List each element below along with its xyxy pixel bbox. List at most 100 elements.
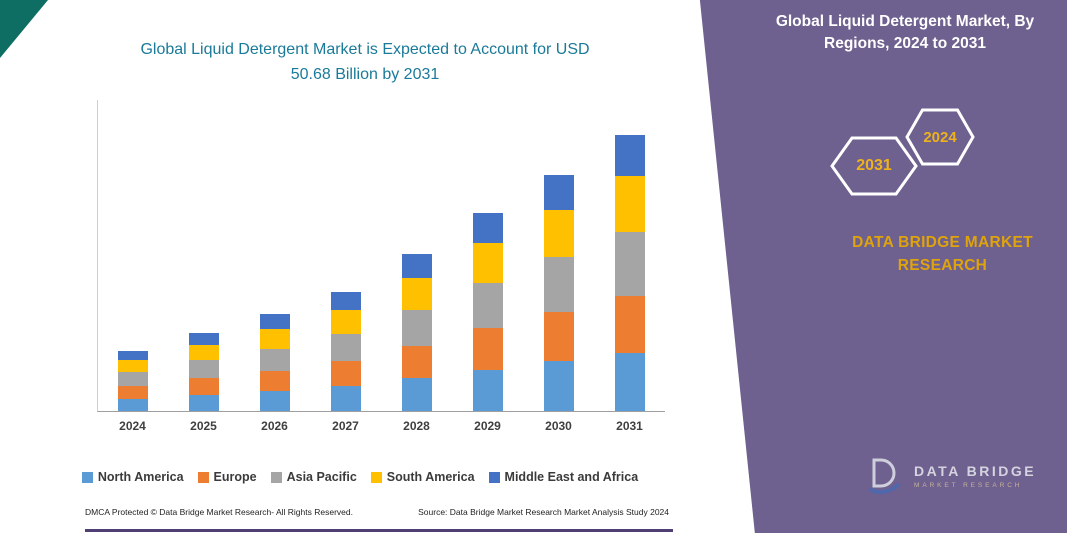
bar-segment-asia-pacific xyxy=(189,360,220,379)
legend-item-asia-pacific: Asia Pacific xyxy=(270,470,357,484)
plot-area xyxy=(97,100,665,412)
x-axis-label-2031: 2031 xyxy=(616,419,643,433)
stacked-bar xyxy=(260,314,291,411)
bar-column-2027 xyxy=(311,291,382,411)
bar-segment-europe xyxy=(614,295,645,354)
bar-column-2028 xyxy=(382,254,453,411)
bar-segment-asia-pacific xyxy=(401,309,432,346)
bar-segment-middle-east-and-africa xyxy=(472,212,503,243)
bar-segment-asia-pacific xyxy=(543,257,574,312)
bar-segment-europe xyxy=(543,311,574,362)
bar-segment-south-america xyxy=(118,360,149,373)
x-axis-label-2027: 2027 xyxy=(332,419,359,433)
bar-segment-north-america xyxy=(118,398,149,411)
legend-swatch xyxy=(81,471,93,483)
legend-label: Asia Pacific xyxy=(286,470,357,484)
bar-segment-europe xyxy=(331,360,362,386)
dbmr-logo-text: DATA BRIDGE MARKET RESEARCH xyxy=(914,463,1036,489)
chart-title-line1: Global Liquid Detergent Market is Expect… xyxy=(140,41,590,58)
bar-segment-north-america xyxy=(401,378,432,411)
bar-segment-middle-east-and-africa xyxy=(543,175,574,210)
dbmr-logo-subtitle: MARKET RESEARCH xyxy=(914,482,1023,489)
bar-segment-middle-east-and-africa xyxy=(118,351,149,361)
bar-segment-south-america xyxy=(543,209,574,258)
stacked-bar xyxy=(331,291,362,411)
chart-legend: North America Europe Asia Pacific South Ame… xyxy=(40,470,680,484)
hexagon-outline-icon xyxy=(830,136,918,196)
bar-segment-north-america xyxy=(543,361,574,411)
bar-segment-south-america xyxy=(260,328,291,349)
brand-line2: RESEARCH xyxy=(897,257,988,275)
legend-label: Europe xyxy=(213,470,257,484)
bar-segment-europe xyxy=(260,370,291,391)
x-axis-label-2029: 2029 xyxy=(474,419,501,433)
x-axis-label-2026: 2026 xyxy=(261,419,288,433)
stacked-bar xyxy=(543,175,574,411)
teal-corner-accent xyxy=(0,0,48,58)
bar-segment-middle-east-and-africa xyxy=(614,135,645,177)
legend-label: Middle East and Africa xyxy=(504,470,639,484)
stacked-bar xyxy=(614,135,645,411)
legend-swatch xyxy=(270,471,282,483)
hexagon-2031: 2031 xyxy=(830,136,918,196)
bar-column-2024 xyxy=(98,351,169,411)
bar-segment-south-america xyxy=(331,309,362,334)
bar-segment-asia-pacific xyxy=(331,333,362,361)
stacked-bar xyxy=(472,212,503,411)
bar-segment-middle-east-and-africa xyxy=(331,291,362,310)
panel-title: Global Liquid Detergent Market, By Regio… xyxy=(775,13,1035,52)
bar-column-2026 xyxy=(240,314,311,411)
bar-segment-asia-pacific xyxy=(118,372,149,386)
hexagon-year-2031: 2031 xyxy=(856,157,892,174)
bar-column-2025 xyxy=(169,333,240,411)
legend-swatch xyxy=(488,471,500,483)
legend-item-europe: Europe xyxy=(197,470,257,484)
right-panel: Global Liquid Detergent Market, By Regio… xyxy=(699,0,1067,533)
dbmr-logo-name: DATA BRIDGE xyxy=(914,463,1037,479)
bar-segment-europe xyxy=(189,378,220,395)
brand-line1: DATA BRIDGE MARKET xyxy=(852,234,1033,251)
legend-item-north-america: North America xyxy=(81,470,184,484)
legend-swatch xyxy=(197,471,209,483)
bottom-accent-line xyxy=(85,529,673,532)
bar-column-2031 xyxy=(594,135,665,411)
bar-segment-south-america xyxy=(189,344,220,361)
hexagon-2024: 2024 xyxy=(905,108,975,166)
stacked-bar xyxy=(401,254,432,411)
brand-text: DATA BRIDGE MARKET RESEARCH xyxy=(825,231,1060,278)
bar-segment-north-america xyxy=(472,369,503,411)
bar-segment-europe xyxy=(401,345,432,379)
chart-title-line2: 50.68 Billion by 2031 xyxy=(290,65,440,83)
bar-segment-north-america xyxy=(614,353,645,411)
bar-segment-europe xyxy=(118,386,149,399)
bar-column-2029 xyxy=(452,212,523,411)
hexagon-year-2024: 2024 xyxy=(923,128,957,146)
bar-column-2030 xyxy=(523,175,594,411)
legend-label: South America xyxy=(386,470,475,484)
bar-segment-north-america xyxy=(260,390,291,411)
stacked-bar xyxy=(118,351,149,411)
bar-segment-middle-east-and-africa xyxy=(401,254,432,279)
bar-segment-south-america xyxy=(472,242,503,283)
x-axis-label-2025: 2025 xyxy=(190,419,217,433)
bar-segment-europe xyxy=(472,328,503,370)
x-axis-label-2028: 2028 xyxy=(403,419,430,433)
bar-segment-north-america xyxy=(331,385,362,411)
dmca-text: DMCA Protected © Data Bridge Market Rese… xyxy=(85,507,353,517)
footer: DMCA Protected © Data Bridge Market Rese… xyxy=(85,507,669,517)
bar-segment-asia-pacific xyxy=(472,282,503,329)
dbmr-logo: DATA BRIDGE MARKET RESEARCH xyxy=(865,456,1036,496)
bar-segment-asia-pacific xyxy=(614,231,645,296)
legend-item-south-america: South America xyxy=(370,470,475,484)
x-axis-label-2024: 2024 xyxy=(119,419,146,433)
chart-title: Global Liquid Detergent Market is Expect… xyxy=(85,38,645,88)
source-text: Source: Data Bridge Market Research Mark… xyxy=(418,507,669,517)
x-axis-labels: 2024 2025 2026 2027 2028 2029 2030 2031 xyxy=(97,419,665,433)
legend-item-middle-east-and-africa: Middle East and Africa xyxy=(488,470,639,484)
stacked-bar-chart xyxy=(98,100,665,411)
legend-label: North America xyxy=(97,470,184,484)
legend-swatch xyxy=(370,471,382,483)
x-axis-label-2030: 2030 xyxy=(545,419,572,433)
stacked-bar xyxy=(189,333,220,411)
